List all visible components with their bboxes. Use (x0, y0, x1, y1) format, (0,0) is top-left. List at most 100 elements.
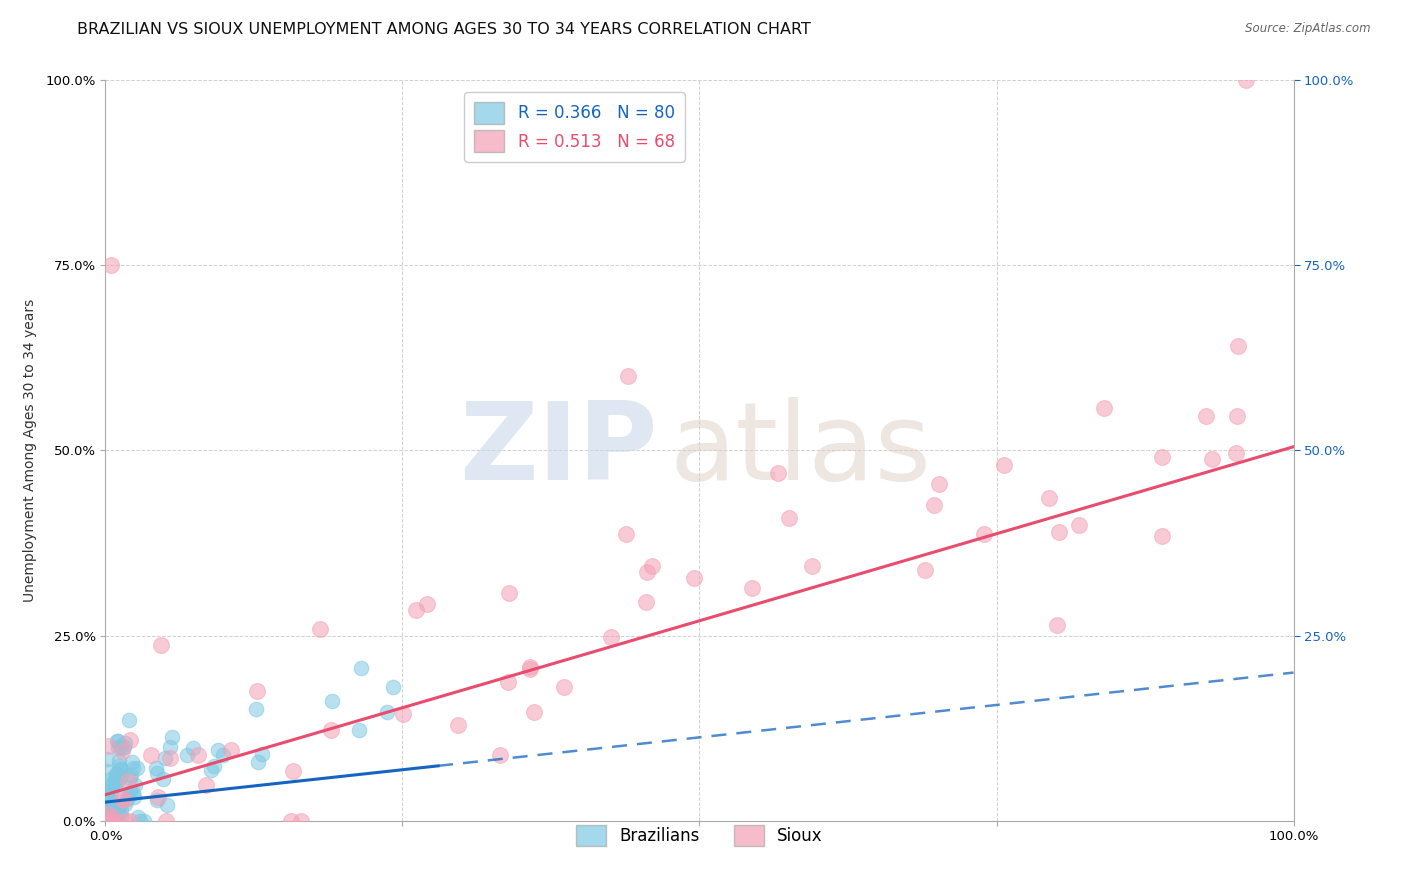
Point (97, 792, 120, 806)
Point (247, 755, 270, 769)
Point (111, 763, 134, 777)
Point (207, 743, 229, 757)
Point (118, 713, 141, 727)
Point (101, 778, 124, 792)
Point (101, 775, 124, 789)
Point (283, 764, 305, 778)
Point (121, 761, 143, 775)
Point (108, 773, 131, 788)
Point (553, 680, 575, 694)
Point (176, 747, 198, 762)
Point (614, 527, 637, 541)
Point (111, 740, 134, 755)
Point (121, 755, 143, 769)
Text: ZIP: ZIP (460, 398, 658, 503)
Point (246, 683, 269, 698)
Point (139, 747, 162, 762)
Point (98, 789, 121, 803)
Point (617, 369, 640, 384)
Point (766, 467, 789, 481)
Point (108, 759, 131, 773)
Point (350, 661, 373, 675)
Point (1226, 409, 1249, 423)
Point (107, 803, 129, 817)
Point (114, 797, 136, 812)
Point (98, 814, 121, 828)
Point (641, 559, 664, 574)
Point (600, 630, 623, 644)
Point (118, 785, 141, 799)
Point (1046, 618, 1069, 632)
Point (1201, 451, 1223, 466)
Point (100, 795, 122, 809)
Point (96, 792, 118, 806)
Point (1150, 450, 1173, 465)
Point (145, 766, 167, 780)
Text: Source: ZipAtlas.com: Source: ZipAtlas.com (1246, 22, 1371, 36)
Point (194, 779, 217, 793)
Point (1047, 524, 1070, 539)
Point (1225, 445, 1247, 459)
Point (105, 767, 128, 781)
Point (127, 810, 149, 824)
Point (1150, 528, 1173, 542)
Point (801, 559, 824, 574)
Point (96, 799, 118, 814)
Point (110, 808, 132, 822)
Point (309, 622, 332, 636)
Point (245, 702, 267, 716)
Point (96, 809, 118, 823)
Point (105, 814, 128, 828)
Point (145, 761, 167, 775)
Point (489, 747, 512, 762)
Point (108, 798, 131, 813)
Point (779, 510, 801, 524)
Point (1234, 73, 1257, 87)
Point (447, 717, 470, 731)
Point (914, 563, 936, 577)
Point (117, 789, 139, 803)
Point (392, 707, 415, 722)
Legend: Brazilians, Sioux: Brazilians, Sioux (569, 818, 830, 853)
Point (110, 804, 132, 818)
Point (97, 739, 120, 754)
Point (250, 747, 273, 761)
Point (415, 597, 437, 611)
Point (993, 458, 1015, 472)
Point (1067, 518, 1090, 533)
Point (973, 527, 995, 541)
Point (117, 774, 139, 789)
Point (922, 498, 945, 512)
Point (100, 772, 122, 787)
Point (290, 814, 312, 828)
Point (122, 786, 145, 800)
Point (96, 787, 118, 801)
Point (183, 741, 205, 756)
Point (100, 814, 122, 828)
Point (96, 797, 118, 811)
Point (118, 732, 141, 747)
Point (636, 565, 658, 579)
Point (146, 793, 169, 807)
Point (159, 750, 181, 764)
Point (321, 723, 343, 737)
Point (105, 814, 128, 828)
Point (124, 789, 146, 804)
Point (110, 791, 132, 805)
Point (104, 812, 127, 826)
Point (107, 754, 129, 768)
Point (519, 662, 541, 676)
Point (928, 477, 950, 491)
Point (212, 747, 235, 762)
Point (101, 783, 124, 797)
Point (104, 778, 127, 792)
Point (159, 739, 181, 754)
Point (160, 730, 183, 744)
Point (114, 792, 136, 806)
Point (98, 799, 121, 814)
Point (112, 740, 135, 755)
Point (105, 805, 128, 819)
Point (149, 638, 172, 652)
Point (1226, 339, 1249, 353)
Point (114, 814, 136, 828)
